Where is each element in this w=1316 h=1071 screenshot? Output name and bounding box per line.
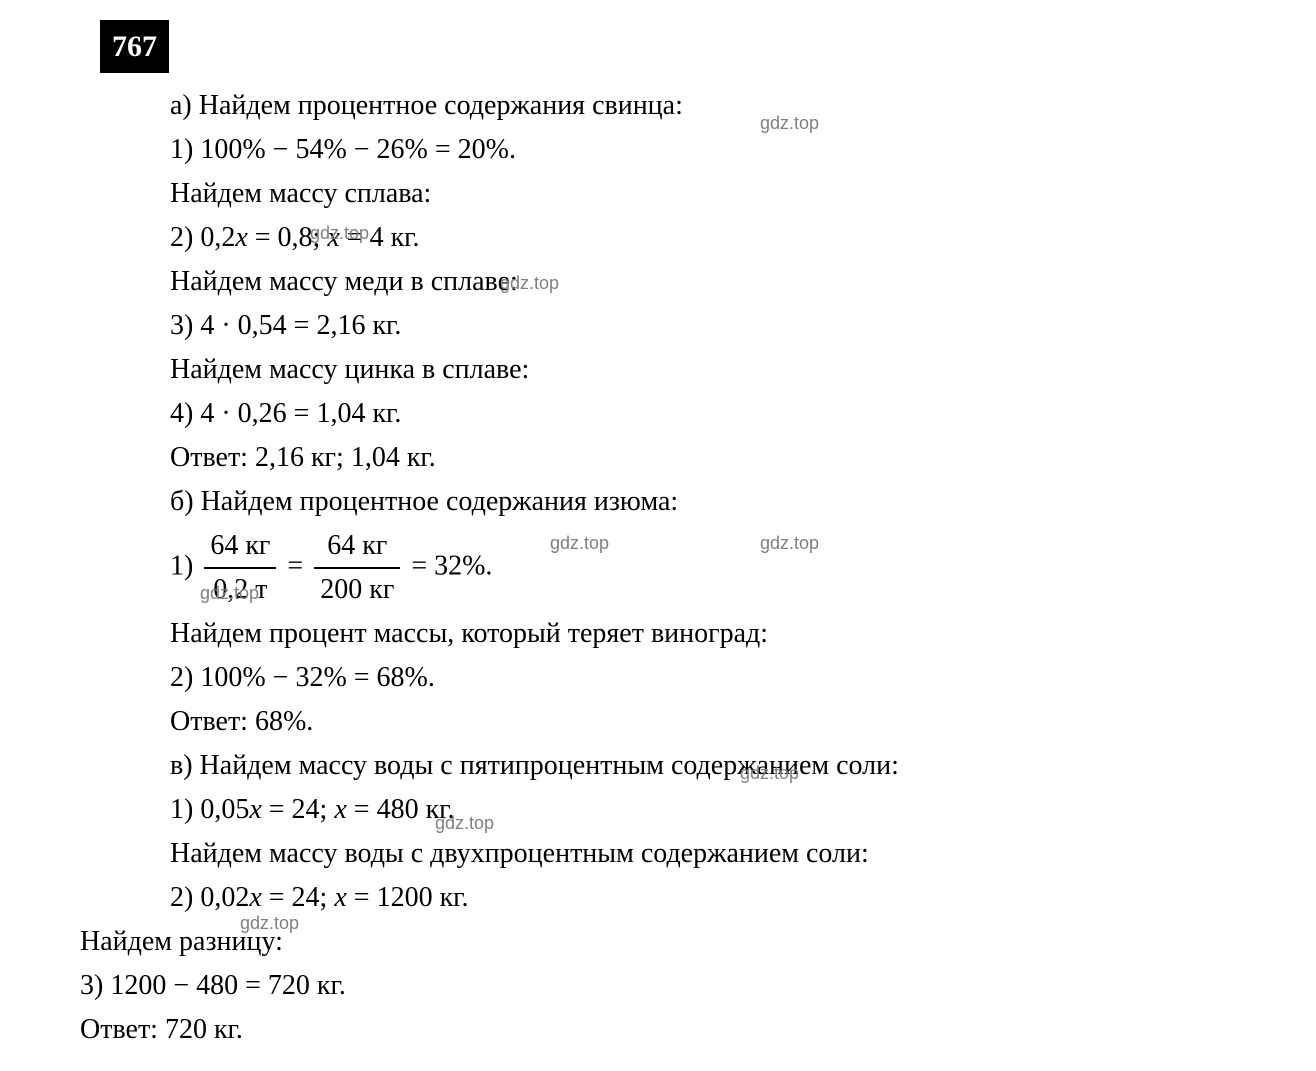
part-a-step-4: 4) 4 · 0,26 = 1,04 кг. <box>170 393 1256 435</box>
part-c-find-2pct: Найдем массу воды с двухпроцентным содер… <box>170 833 1256 875</box>
part-a-find-mass: Найдем массу сплава: <box>170 173 1256 215</box>
part-a-header: а) Найдем процентное содержания свинца: <box>170 85 1256 127</box>
part-c-step-3: 3) 1200 − 480 = 720 кг. <box>80 965 1256 1007</box>
watermark-text: gdz.top <box>760 110 819 137</box>
watermark-text: gdz.top <box>240 910 299 937</box>
part-c-step-2: 2) 0,02x = 24; x = 1200 кг. <box>170 877 1256 919</box>
part-b-find-percent: Найдем процент массы, который теряет вин… <box>170 613 1256 655</box>
watermark-text: gdz.top <box>500 270 559 297</box>
part-a-find-copper: Найдем массу меди в сплаве: <box>170 261 1256 303</box>
watermark-text: gdz.top <box>200 580 259 607</box>
part-b-step-2: 2) 100% − 32% = 68%. <box>170 657 1256 699</box>
document-container: 767 gdz.top gdz.top gdz.top gdz.top gdz.top g… <box>60 20 1256 1051</box>
part-b-step-1: 1) 64 кг 0,2 т = 64 кг 200 кг = 32%. <box>170 525 1256 611</box>
watermark-text: gdz.top <box>760 530 819 557</box>
watermark-text: gdz.top <box>740 760 799 787</box>
watermark-text: gdz.top <box>435 810 494 837</box>
part-a-step-3: 3) 4 · 0,54 = 2,16 кг. <box>170 305 1256 347</box>
part-c-answer: Ответ: 720 кг. <box>80 1009 1256 1051</box>
watermark-text: gdz.top <box>310 220 369 247</box>
part-b-answer: Ответ: 68%. <box>170 701 1256 743</box>
part-a-find-zinc: Найдем массу цинка в сплаве: <box>170 349 1256 391</box>
part-c-header: в) Найдем массу воды с пятипроцентным со… <box>170 745 1256 787</box>
part-a-answer: Ответ: 2,16 кг; 1,04 кг. <box>170 437 1256 479</box>
part-a-step-1: 1) 100% − 54% − 26% = 20%. <box>170 129 1256 171</box>
solution-content: а) Найдем процентное содержания свинца: … <box>170 85 1256 919</box>
problem-number-badge: 767 <box>100 20 169 73</box>
watermark-text: gdz.top <box>550 530 609 557</box>
part-b-header: б) Найдем процентное содержания изюма: <box>170 481 1256 523</box>
fraction-2: 64 кг 200 кг <box>314 525 400 611</box>
part-c-step-1: 1) 0,05x = 24; x = 480 кг. <box>170 789 1256 831</box>
